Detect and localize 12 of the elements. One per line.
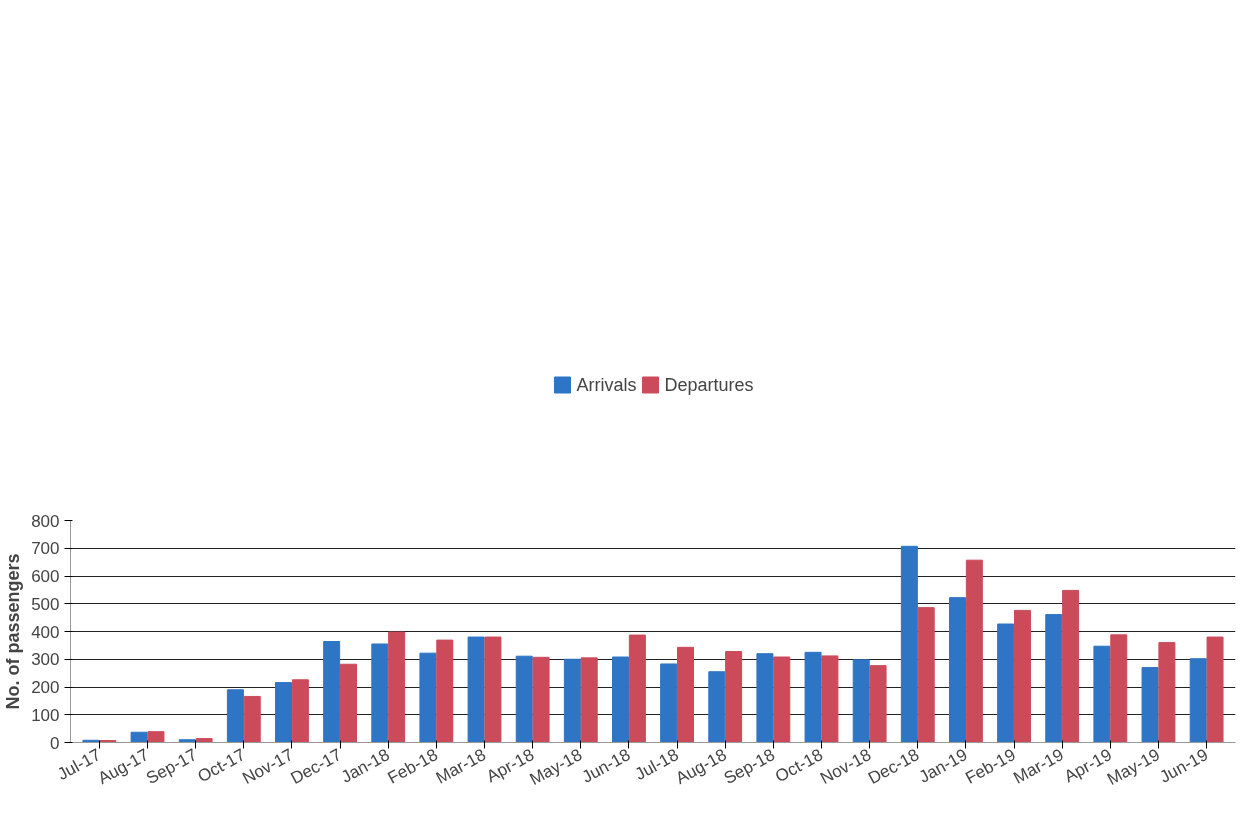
y-tick-label: 700 bbox=[31, 539, 60, 559]
legend-label: Arrivals bbox=[576, 374, 637, 396]
y-tick-label: 600 bbox=[31, 567, 60, 586]
legend-label: Departures bbox=[664, 374, 754, 396]
y-tick-label: 400 bbox=[31, 622, 60, 642]
y-tick-label: 0 bbox=[50, 733, 60, 753]
y-axis-title: No. of passengers bbox=[3, 553, 24, 710]
y-tick-label: 100 bbox=[31, 705, 60, 725]
y-tick-label: 300 bbox=[31, 650, 60, 670]
y-tick-label: 200 bbox=[31, 678, 60, 697]
y-tick-label: 800 bbox=[31, 511, 60, 531]
y-tick-label: 500 bbox=[31, 594, 60, 614]
